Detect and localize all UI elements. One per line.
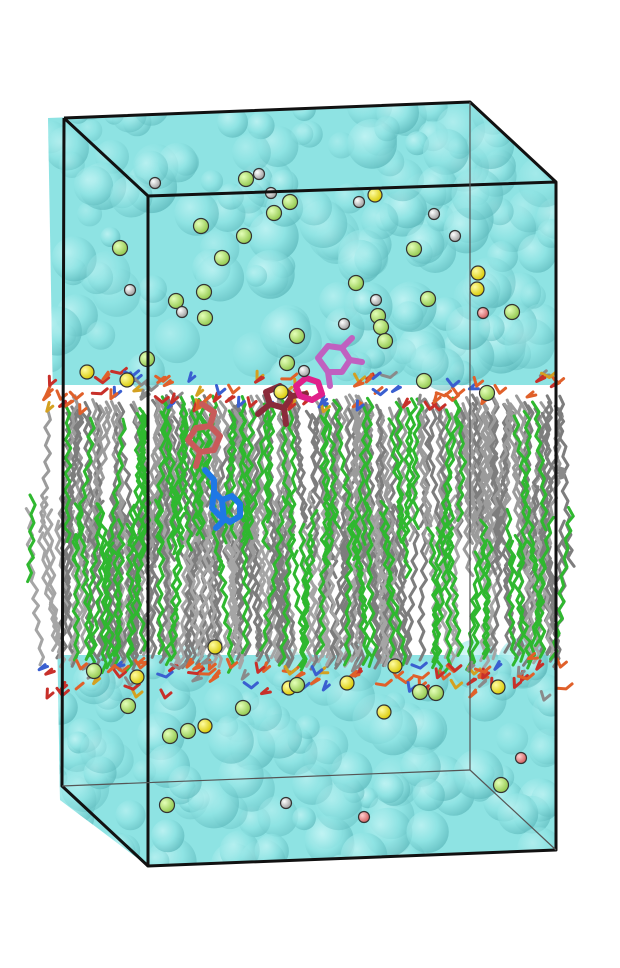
periodic-box-wireframe [60, 100, 558, 868]
green-ion [281, 193, 299, 211]
yellow-ion [129, 669, 145, 685]
grey-ion [175, 305, 189, 319]
grey-ion [369, 293, 383, 307]
grey-ion [123, 283, 137, 297]
green-ion [411, 683, 429, 701]
green-ion [372, 318, 390, 336]
green-ion [85, 662, 103, 680]
yellow-ion [469, 281, 485, 297]
rose-molecule [185, 401, 223, 469]
grey-ion [279, 796, 293, 810]
yellow-ion [119, 372, 135, 388]
yellow-ion [339, 675, 355, 691]
salmon-ion [476, 306, 490, 320]
yellow-ion [273, 384, 289, 400]
green-ion [415, 372, 433, 390]
green-ion [161, 727, 179, 745]
green-ion [158, 796, 176, 814]
yellow-ion [490, 679, 506, 695]
green-ion [196, 309, 214, 327]
green-ion [119, 697, 137, 715]
green-ion [195, 283, 213, 301]
green-ion [192, 217, 210, 235]
grey-ion [337, 317, 351, 331]
grey-ion [148, 176, 162, 190]
grey-ion [352, 195, 366, 209]
green-ion [179, 722, 197, 740]
green-ion [347, 274, 365, 292]
green-ion [237, 170, 255, 188]
grey-ion [427, 207, 441, 221]
green-ion [419, 290, 437, 308]
salmon-ion [514, 751, 528, 765]
green-ion [278, 354, 296, 372]
green-ion [234, 699, 252, 717]
green-ion [492, 776, 510, 794]
grey-ion [252, 167, 266, 181]
grey-ion [297, 364, 311, 378]
green-ion [288, 676, 306, 694]
green-ion [167, 292, 185, 310]
yellow-ion [79, 364, 95, 380]
green-ion [427, 684, 445, 702]
yellow-ion [387, 658, 403, 674]
green-ion [503, 303, 521, 321]
green-ion [405, 240, 423, 258]
blue-molecule [202, 467, 243, 531]
lipid-tails-green [26, 394, 575, 676]
lipid-bilayer [24, 366, 576, 702]
yellow-ion [197, 718, 213, 734]
green-ion [265, 204, 283, 222]
yellow-ion [207, 639, 223, 655]
salmon-ion [357, 810, 371, 824]
upper-leaflet-headgroups [42, 366, 566, 416]
grey-ion [448, 229, 462, 243]
green-ion [376, 332, 394, 350]
purple-molecule [315, 335, 365, 389]
green-ion [288, 327, 306, 345]
green-ion [111, 239, 129, 257]
green-ion [213, 249, 231, 267]
yellow-ion [470, 265, 486, 281]
yellow-ion [376, 704, 392, 720]
green-ion [235, 227, 253, 245]
yellow-ion [367, 187, 383, 203]
green-ion [478, 384, 496, 402]
magenta-molecule [293, 375, 325, 403]
